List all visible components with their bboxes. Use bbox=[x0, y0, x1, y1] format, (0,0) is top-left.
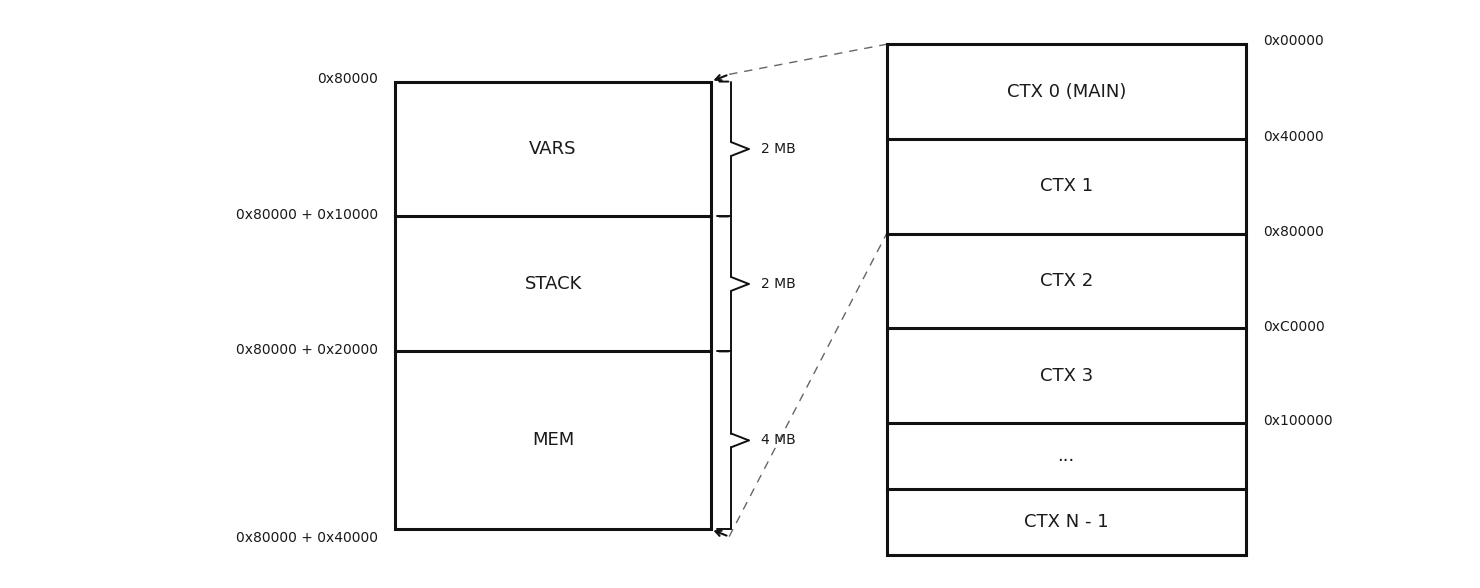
Text: VARS: VARS bbox=[530, 140, 577, 158]
Bar bbox=[887, 44, 1246, 555]
Text: 2 MB: 2 MB bbox=[761, 142, 795, 156]
Text: 2 MB: 2 MB bbox=[761, 277, 795, 291]
Text: 0xC0000: 0xC0000 bbox=[1264, 320, 1325, 334]
Text: ...: ... bbox=[1058, 447, 1074, 465]
Text: 0x80000 + 0x20000: 0x80000 + 0x20000 bbox=[235, 343, 377, 358]
Text: CTX N - 1: CTX N - 1 bbox=[1024, 513, 1109, 531]
Text: CTX 0 (MAIN): CTX 0 (MAIN) bbox=[1006, 83, 1126, 101]
Text: CTX 3: CTX 3 bbox=[1039, 367, 1092, 385]
Text: 0x80000 + 0x40000: 0x80000 + 0x40000 bbox=[235, 531, 377, 545]
Text: 0x80000: 0x80000 bbox=[317, 72, 377, 86]
Text: 4 MB: 4 MB bbox=[761, 433, 795, 447]
Text: 0x80000: 0x80000 bbox=[1264, 225, 1325, 239]
Text: 0x40000: 0x40000 bbox=[1264, 131, 1325, 144]
Text: CTX 2: CTX 2 bbox=[1039, 272, 1092, 290]
Bar bbox=[395, 82, 710, 529]
Text: 0x100000: 0x100000 bbox=[1264, 415, 1333, 429]
Text: 0x80000 + 0x10000: 0x80000 + 0x10000 bbox=[235, 208, 377, 222]
Text: 0x00000: 0x00000 bbox=[1264, 34, 1325, 48]
Text: STACK: STACK bbox=[524, 275, 582, 293]
Text: CTX 1: CTX 1 bbox=[1039, 178, 1092, 195]
Text: MEM: MEM bbox=[531, 432, 574, 449]
